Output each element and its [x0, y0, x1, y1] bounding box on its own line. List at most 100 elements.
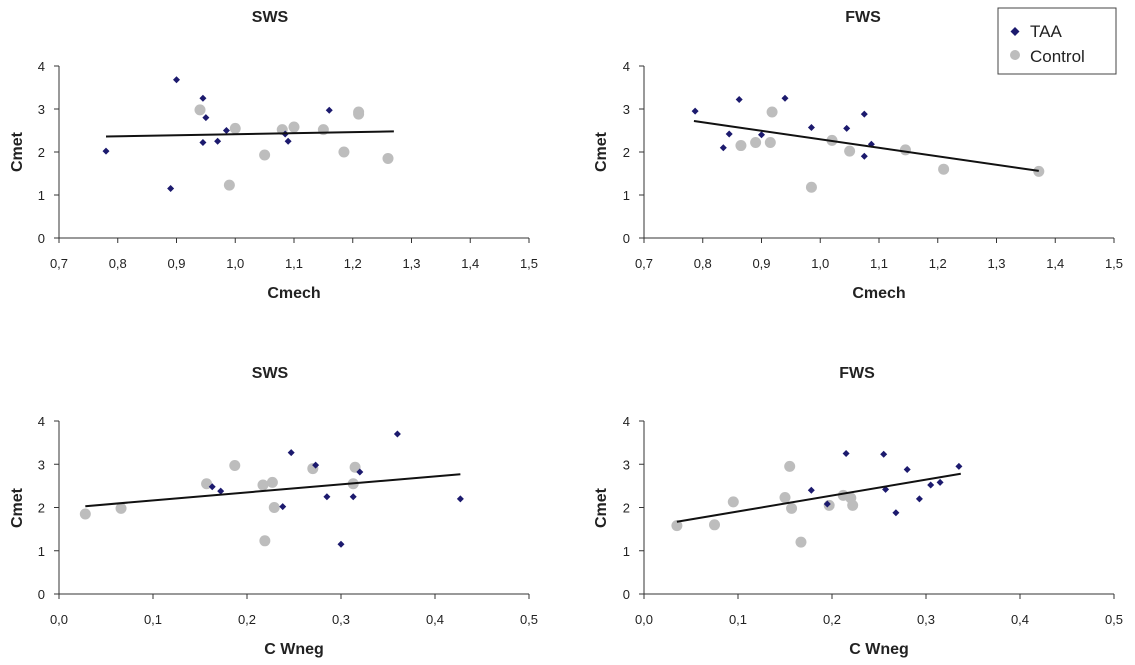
taa-point	[843, 124, 851, 132]
control-point	[259, 535, 271, 547]
x-tick-label: 0,9	[167, 256, 185, 271]
control-point	[784, 460, 796, 472]
x-tick-label: 1,3	[987, 256, 1005, 271]
taa-point	[781, 94, 789, 102]
y-tick-label: 1	[623, 544, 630, 559]
taa-point	[842, 449, 850, 457]
x-tick-label: 1,5	[520, 256, 538, 271]
x-tick-label: 1,0	[226, 256, 244, 271]
y-axis-label: Cmet	[593, 487, 610, 528]
y-tick-label: 1	[38, 544, 45, 559]
control-point	[223, 179, 235, 191]
taa-point	[337, 540, 345, 548]
y-tick-label: 0	[623, 231, 630, 246]
taa-point	[323, 493, 331, 501]
chart-title: FWS	[839, 365, 875, 382]
y-tick-label: 3	[623, 457, 630, 472]
control-point	[268, 502, 280, 513]
control-point	[288, 121, 300, 133]
x-tick-label: 0,0	[50, 612, 68, 627]
x-tick-label: 1,2	[929, 256, 947, 271]
control-point	[805, 181, 817, 193]
chart-title: SWS	[252, 9, 289, 26]
x-tick-label: 1,2	[344, 256, 362, 271]
control-point	[353, 106, 365, 118]
control-point	[795, 536, 807, 548]
y-tick-label: 2	[38, 145, 45, 160]
control-point	[709, 519, 720, 531]
control-point	[899, 144, 911, 156]
y-tick-label: 2	[623, 145, 630, 160]
x-axis-label: Cmech	[852, 285, 905, 302]
taa-point	[214, 137, 222, 145]
taa-point	[349, 493, 357, 501]
y-axis-label: Cmet	[9, 131, 26, 172]
x-tick-label: 0,5	[1105, 612, 1123, 627]
y-tick-label: 0	[38, 231, 45, 246]
legend-label-control: Control	[1030, 47, 1085, 66]
legend: TAA Control	[997, 7, 1117, 75]
taa-point	[758, 131, 765, 139]
x-axis-label: C Wneg	[264, 641, 324, 658]
control-point	[266, 476, 278, 488]
x-tick-label: 0,1	[729, 612, 747, 627]
taa-point	[222, 127, 230, 134]
control-point	[750, 137, 762, 149]
taa-point	[735, 96, 743, 104]
control-point	[766, 106, 778, 118]
taa-point	[202, 114, 210, 122]
x-tick-label: 0,7	[50, 256, 68, 271]
control-point	[779, 492, 791, 504]
taa-point	[325, 106, 333, 114]
taa-point	[892, 509, 900, 517]
taa-point	[173, 76, 180, 84]
x-tick-label: 0,3	[332, 612, 350, 627]
x-axis-label: C Wneg	[849, 641, 909, 658]
y-tick-label: 4	[623, 59, 630, 74]
control-point	[844, 145, 856, 157]
y-tick-label: 4	[38, 414, 45, 429]
control-point	[786, 502, 798, 514]
y-axis-label: Cmet	[593, 131, 610, 172]
trend-line	[676, 472, 961, 523]
taa-point	[393, 430, 401, 438]
x-tick-label: 0,2	[238, 612, 256, 627]
x-tick-label: 1,1	[870, 256, 888, 271]
x-tick-label: 1,3	[402, 256, 420, 271]
y-tick-label: 2	[623, 501, 630, 516]
control-point	[727, 496, 739, 508]
y-tick-label: 4	[38, 59, 45, 74]
y-tick-label: 1	[38, 188, 45, 203]
legend-marker-taa	[1010, 27, 1020, 36]
taa-point	[102, 147, 110, 155]
x-tick-label: 0,8	[694, 256, 712, 271]
control-point	[257, 479, 269, 491]
control-point	[735, 140, 747, 152]
taa-point	[860, 110, 868, 118]
control-point	[671, 520, 683, 532]
chart-panel-1: SWS 0,7 0,8 0,9 1,0 1,1 1,2 1,3 1,4 1,5 0 1 2 3 4 Cmech…	[9, 9, 538, 302]
taa-point	[199, 94, 207, 102]
x-tick-label: 0,7	[635, 256, 653, 271]
taa-point	[936, 478, 944, 486]
chart-panel-2: FWS 0,7 0,8 0,9 1,0 1,1 1,2 1,3 1,4 1,5 0 1 2 3 4 Cmech…	[593, 9, 1123, 302]
control-point	[349, 461, 361, 473]
trend-line	[693, 120, 1039, 172]
y-tick-label: 2	[38, 501, 45, 516]
taa-point	[287, 449, 295, 457]
taa-point	[903, 465, 911, 473]
x-tick-label: 1,5	[1105, 256, 1123, 271]
taa-point	[807, 486, 815, 494]
control-point	[764, 137, 776, 149]
chart-title: FWS	[845, 9, 881, 26]
taa-point	[807, 123, 815, 131]
control-point	[847, 499, 859, 511]
taa-point	[167, 185, 175, 193]
legend-box	[997, 7, 1117, 75]
control-point	[115, 502, 127, 514]
trend-line	[85, 473, 461, 508]
taa-point	[915, 495, 923, 503]
taa-point	[860, 152, 868, 160]
legend-label-taa: TAA	[1030, 22, 1062, 41]
